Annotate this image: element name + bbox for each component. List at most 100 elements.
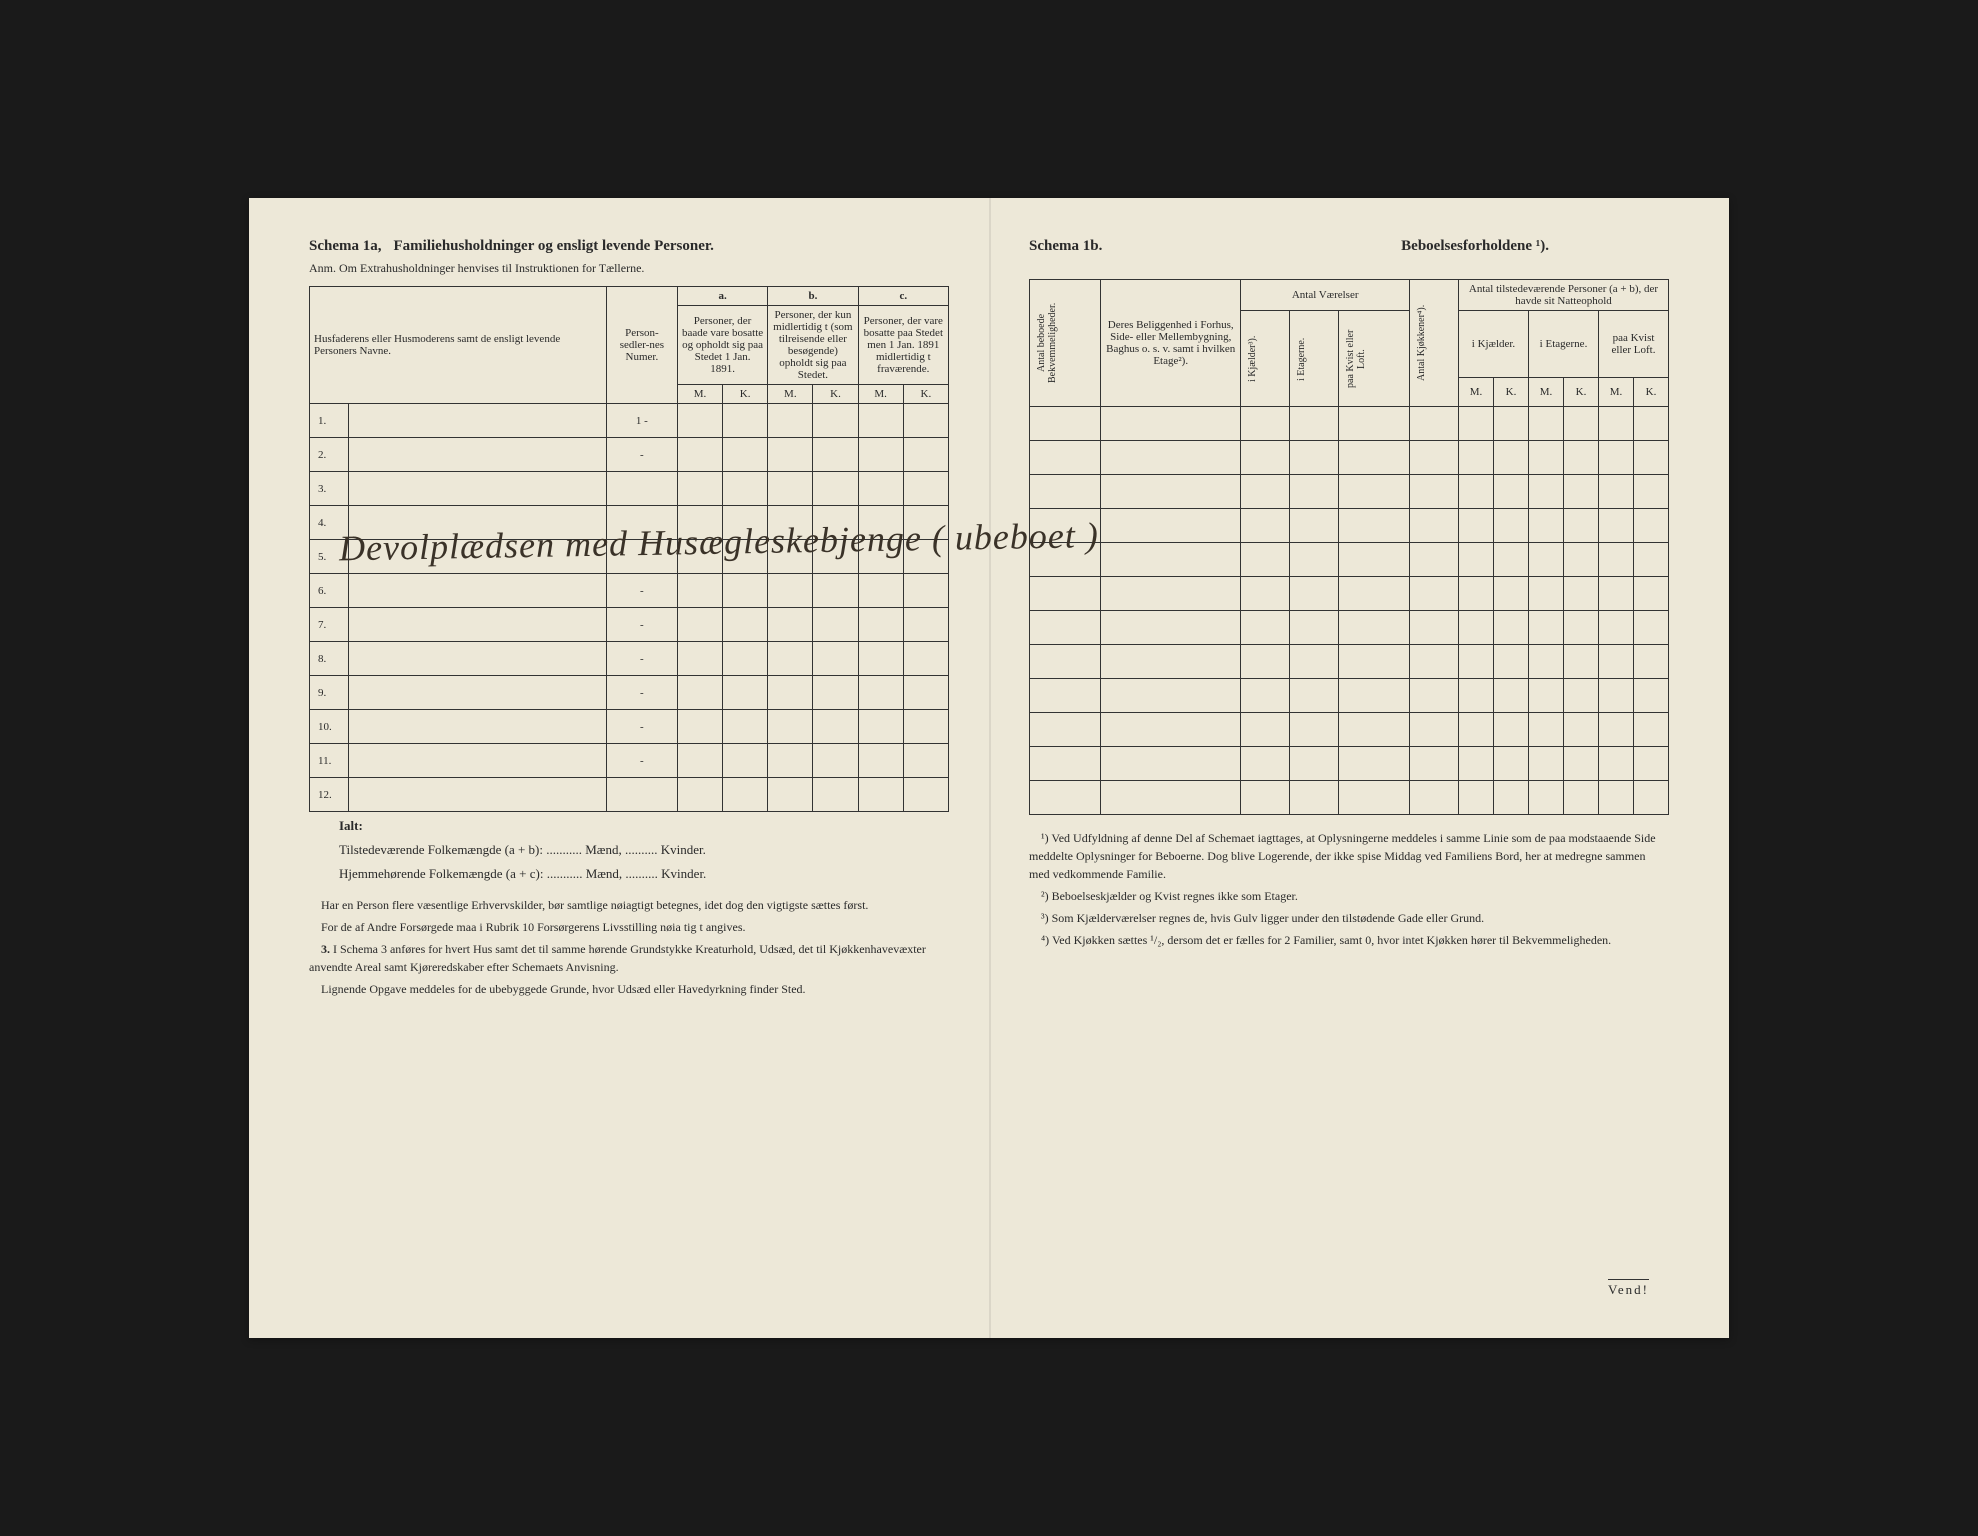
foot-1: Har en Person flere væsentlige Erhvervsk… [309, 896, 949, 914]
cell [1494, 713, 1529, 747]
cell [1599, 441, 1634, 475]
cell [858, 472, 903, 506]
table-row: 4. [310, 506, 949, 540]
cell [1459, 781, 1494, 815]
cell [677, 404, 722, 438]
cell [1290, 407, 1339, 441]
cell [677, 540, 722, 574]
fn-1: ¹) Ved Udfyldning af denne Del af Schema… [1029, 829, 1669, 883]
name-cell [348, 472, 606, 506]
cell [1030, 543, 1101, 577]
cell [813, 744, 858, 778]
cell [1494, 577, 1529, 611]
cell [768, 404, 813, 438]
cell [1290, 747, 1339, 781]
name-cell [348, 404, 606, 438]
table-row: 12. [310, 778, 949, 812]
cell [1634, 475, 1669, 509]
cell [1599, 543, 1634, 577]
cell [1101, 611, 1241, 645]
right-footer: ¹) Ved Udfyldning af denne Del af Schema… [1029, 829, 1669, 949]
cell [677, 574, 722, 608]
cell [1494, 543, 1529, 577]
cell [1410, 679, 1459, 713]
row-number: 2. [310, 438, 349, 472]
name-cell [348, 506, 606, 540]
cell [1564, 747, 1599, 781]
cell [1101, 679, 1241, 713]
r-m3: M. [1599, 377, 1634, 406]
cell [768, 744, 813, 778]
schema-1a-label: Schema 1a, [309, 238, 382, 255]
cell [1338, 475, 1409, 509]
table-row: 3. [310, 472, 949, 506]
cell [1241, 475, 1290, 509]
cell [903, 438, 948, 472]
desc-b: Personer, der kun midlertidig t (som til… [768, 306, 858, 385]
cell [1338, 747, 1409, 781]
row-number: 12. [310, 778, 349, 812]
cell [858, 608, 903, 642]
sub-etagerne: i Etagerne. [1294, 324, 1309, 394]
cell [1459, 679, 1494, 713]
cell [723, 438, 768, 472]
table-row [1030, 407, 1669, 441]
cell [1564, 611, 1599, 645]
row-number: 10. [310, 710, 349, 744]
cell [1338, 543, 1409, 577]
cell [1410, 747, 1459, 781]
row-number: 8. [310, 642, 349, 676]
cell [1030, 441, 1101, 475]
cell [858, 438, 903, 472]
cell [1241, 611, 1290, 645]
summary-present: Tilstedeværende Folkemængde (a + b): ...… [339, 842, 949, 858]
cell [1459, 475, 1494, 509]
cell [1529, 543, 1564, 577]
cell [1101, 577, 1241, 611]
cell [723, 574, 768, 608]
sub-kjaelder: i Kjælder³). [1245, 324, 1260, 394]
cell [858, 404, 903, 438]
cell [723, 472, 768, 506]
cell [1634, 645, 1669, 679]
col-names: Husfaderens eller Husmoderens samt de en… [310, 287, 607, 404]
cell [1410, 577, 1459, 611]
fn-2: ²) Beboelseskjælder og Kvist regnes ikke… [1029, 887, 1669, 905]
table-row: 5. [310, 540, 949, 574]
schema-1b-label: Schema 1b. [1029, 238, 1102, 255]
schema-1b-table: Antal beboede Bekvemmeligheder. Deres Be… [1029, 279, 1669, 815]
cell [1338, 407, 1409, 441]
cell [1410, 543, 1459, 577]
cell [858, 778, 903, 812]
cell [1529, 713, 1564, 747]
r-m1: M. [1459, 377, 1494, 406]
cell [1101, 747, 1241, 781]
cell [1459, 611, 1494, 645]
cell [1529, 611, 1564, 645]
cell [1338, 781, 1409, 815]
cell [903, 404, 948, 438]
cell [1494, 441, 1529, 475]
cell [677, 642, 722, 676]
cell [723, 404, 768, 438]
cell [1290, 543, 1339, 577]
row-number: 4. [310, 506, 349, 540]
table-row: 6.- [310, 574, 949, 608]
person-num-cell: - [606, 642, 677, 676]
desc-c: Personer, der vare bosatte paa Stedet me… [858, 306, 948, 385]
section-a: a. [677, 287, 767, 306]
vend-label: Vend! [1608, 1279, 1649, 1298]
cell [768, 506, 813, 540]
person-num-cell [606, 472, 677, 506]
foot-3: 3. I Schema 3 anføres for hvert Hus samt… [309, 940, 949, 976]
cell [903, 744, 948, 778]
cell [858, 540, 903, 574]
cell [1410, 407, 1459, 441]
row-number: 3. [310, 472, 349, 506]
cell [858, 574, 903, 608]
cell [1564, 577, 1599, 611]
cell [723, 608, 768, 642]
col-kjokkener: Antal Kjøkkener⁴). [1414, 283, 1429, 403]
col-antal-vaer: Antal Værelser [1241, 280, 1410, 311]
cell [1241, 781, 1290, 815]
